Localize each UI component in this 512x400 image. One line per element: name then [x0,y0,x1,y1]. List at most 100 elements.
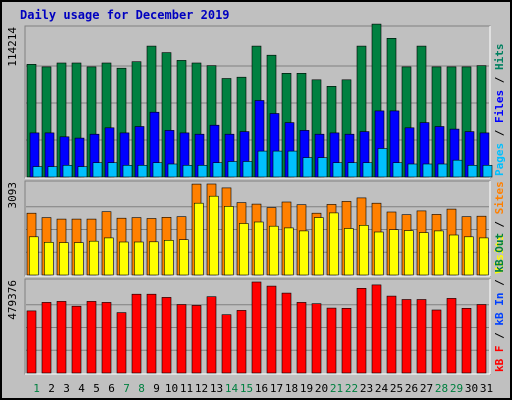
bar-panel3-series1-day-7 [116,312,127,374]
bar-panel3-series1-day-19 [296,302,307,374]
day-label-15: 15 [240,382,253,395]
day-label-16: 16 [255,382,268,395]
bar-panel2-series2-day-18 [283,227,294,276]
bar-panel3-series1-day-29 [446,298,457,374]
bar-panel3-series1-day-9 [146,293,157,374]
bar-panel1-series3-day-22 [347,162,358,178]
bar-panel3-series1-day-16 [251,281,262,374]
bar-panel2-series2-day-4 [74,242,84,276]
bar-panel1-series3-day-15 [242,161,253,178]
legend-part: Hits [493,44,506,71]
day-label-11: 11 [180,382,193,395]
bar-panel3-series1-day-21 [326,307,337,374]
bar-panel1-series3-day-13 [212,162,223,178]
day-label-29: 29 [450,382,463,395]
bar-panel2-series2-day-10 [164,240,174,276]
panel-1: 114214 Pages / Files / Hits [6,23,506,179]
bar-panel1-series3-day-21 [332,162,343,178]
bar-panel2-series2-day-15 [239,223,249,276]
chart-title: Daily usage for December 2019 [20,8,230,22]
day-label-23: 23 [360,382,373,395]
legend-part: / [493,273,506,293]
bar-panel1-series3-day-6 [107,162,118,178]
legend-part: Pages [493,143,506,176]
bar-panel1-series3-day-28 [437,163,448,178]
bar-panel1-series3-day-4 [77,166,88,178]
day-label-4: 4 [78,382,85,395]
bar-panel1-series3-day-27 [422,163,433,178]
bar-panel2-series2-day-31 [478,237,489,276]
bar-panel2-series2-day-3 [58,242,69,276]
day-label-6: 6 [108,382,115,395]
bar-panel2-series2-day-9 [149,241,159,276]
day-label-26: 26 [405,382,418,395]
bar-panel1-series3-day-14 [227,161,238,178]
bar-panel3-series1-day-18 [281,292,292,374]
panel-2: 3093 Visits / Sites [6,180,506,277]
bar-panel2-series2-day-17 [268,225,279,276]
bar-panel3-series1-day-8 [131,293,142,374]
day-label-22: 22 [345,382,358,395]
bar-panel1-series3-day-7 [122,165,133,178]
legend-part: / [493,123,506,143]
bar-panel3-series1-day-20 [311,303,322,374]
day-label-2: 2 [48,382,55,395]
bar-panel3-series1-day-13 [206,296,217,374]
bar-panel3-series1-day-24 [371,284,382,374]
bar-panel3-series1-day-12 [191,305,202,374]
day-label-20: 20 [315,382,328,395]
bar-panel1-series3-day-8 [137,165,148,178]
bar-panel3-series1-day-26 [401,299,412,374]
panel-1-legend: Pages / Files / Hits [493,44,506,177]
bar-panel2-series2-day-20 [313,217,324,276]
day-label-13: 13 [210,382,223,395]
day-label-21: 21 [330,382,343,395]
legend-part: Files [493,90,506,123]
bar-panel1-series3-day-3 [62,165,73,178]
bar-panel2-series2-day-29 [448,234,459,276]
bar-panel1-series3-day-29 [452,159,463,178]
bar-panel1-series3-day-9 [152,162,163,178]
day-label-10: 10 [165,382,178,395]
panel-2-max-label: 3093 [6,182,19,209]
bar-panel3-series1-day-3 [56,301,67,374]
bar-panel2-series2-day-27 [418,232,429,276]
day-label-31: 31 [480,382,493,395]
bar-panel1-series3-day-30 [467,165,478,178]
bar-panel1-series3-day-10 [167,163,178,178]
legend-part: / [493,214,506,234]
day-label-24: 24 [375,382,389,395]
legend-part: kB Out [493,233,506,273]
day-label-1: 1 [33,382,40,395]
bar-panel3-series1-day-5 [86,301,97,374]
bar-panel3-series1-day-14 [221,314,232,374]
day-label-30: 30 [465,382,478,395]
day-label-14: 14 [225,382,239,395]
bar-panel2-series2-day-2 [43,242,54,276]
bar-panel2-series2-day-22 [343,228,354,276]
bar-panel2-series2-day-24 [373,231,384,276]
day-label-27: 27 [420,382,433,395]
bar-panel3-series1-day-10 [161,297,172,374]
day-label-28: 28 [435,382,448,395]
panel-3-legend: kB F / kB In / kB Out [493,233,506,372]
bar-panel2-series2-day-1 [28,236,39,276]
legend-part: Visits [493,234,506,274]
bar-panel2-series2-day-11 [179,239,189,276]
bar-panel1-series3-day-2 [47,166,58,178]
legend-part: kB F [493,346,506,373]
day-label-17: 17 [270,382,283,395]
bar-panel1-series3-day-20 [317,157,328,178]
bar-panel3-series1-day-22 [341,307,352,374]
bar-panel2-series2-day-26 [403,230,414,276]
bar-panel2-series2-day-6 [104,237,114,276]
bar-panel1-series3-day-12 [197,165,208,178]
bar-panel1-series3-day-31 [482,165,493,178]
bar-panel2-series2-day-28 [433,230,444,276]
bar-panel2-series2-day-25 [388,229,399,276]
bar-panel2-series2-day-5 [89,240,99,276]
bar-panel2-series2-day-13 [209,195,219,276]
